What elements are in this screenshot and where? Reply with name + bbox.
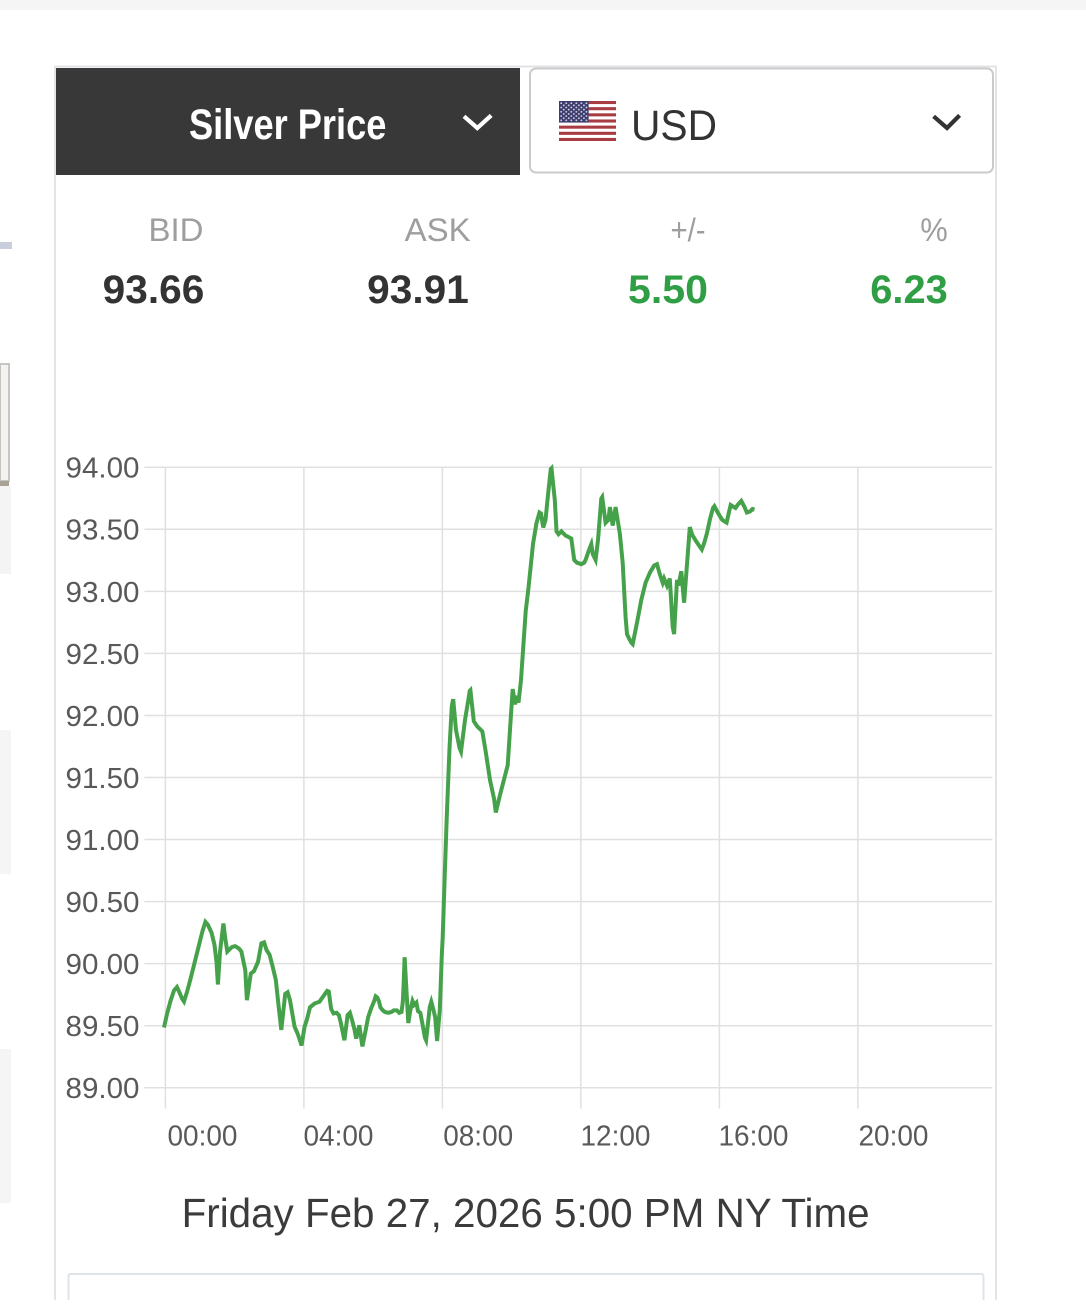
- svg-text:91.50: 91.50: [66, 763, 140, 795]
- svg-text:Friday Feb 27, 2026 5:00 PM NY: Friday Feb 27, 2026 5:00 PM NY Time: [182, 1190, 870, 1236]
- svg-text:93.00: 93.00: [66, 577, 140, 609]
- svg-text:%: %: [920, 212, 948, 248]
- svg-text:89.50: 89.50: [66, 1011, 140, 1043]
- svg-text:00:00: 00:00: [168, 1121, 238, 1153]
- svg-text:20:00: 20:00: [859, 1121, 929, 1153]
- svg-text:90.00: 90.00: [66, 949, 140, 981]
- svg-text:93.50: 93.50: [66, 515, 140, 547]
- svg-text:93.66: 93.66: [103, 268, 205, 312]
- svg-text:04:00: 04:00: [304, 1121, 374, 1153]
- svg-text:08:00: 08:00: [443, 1121, 513, 1153]
- svg-text:Silver Price: Silver Price: [189, 101, 386, 149]
- svg-text:5.50: 5.50: [628, 268, 708, 312]
- svg-text:94.00: 94.00: [66, 453, 140, 485]
- svg-text:89.00: 89.00: [66, 1073, 140, 1105]
- svg-text:12:00: 12:00: [581, 1121, 651, 1153]
- svg-text:16:00: 16:00: [719, 1121, 789, 1153]
- svg-text:93.91: 93.91: [367, 268, 469, 312]
- svg-text:+/-: +/-: [671, 212, 706, 248]
- svg-text:91.00: 91.00: [66, 825, 140, 857]
- svg-text:6.23: 6.23: [870, 268, 948, 312]
- svg-text:ASK: ASK: [405, 212, 471, 248]
- svg-text:92.00: 92.00: [66, 701, 140, 733]
- svg-text:90.50: 90.50: [66, 887, 140, 919]
- svg-text:BID: BID: [149, 212, 204, 248]
- svg-text:92.50: 92.50: [66, 639, 140, 671]
- svg-text:USD: USD: [631, 102, 717, 150]
